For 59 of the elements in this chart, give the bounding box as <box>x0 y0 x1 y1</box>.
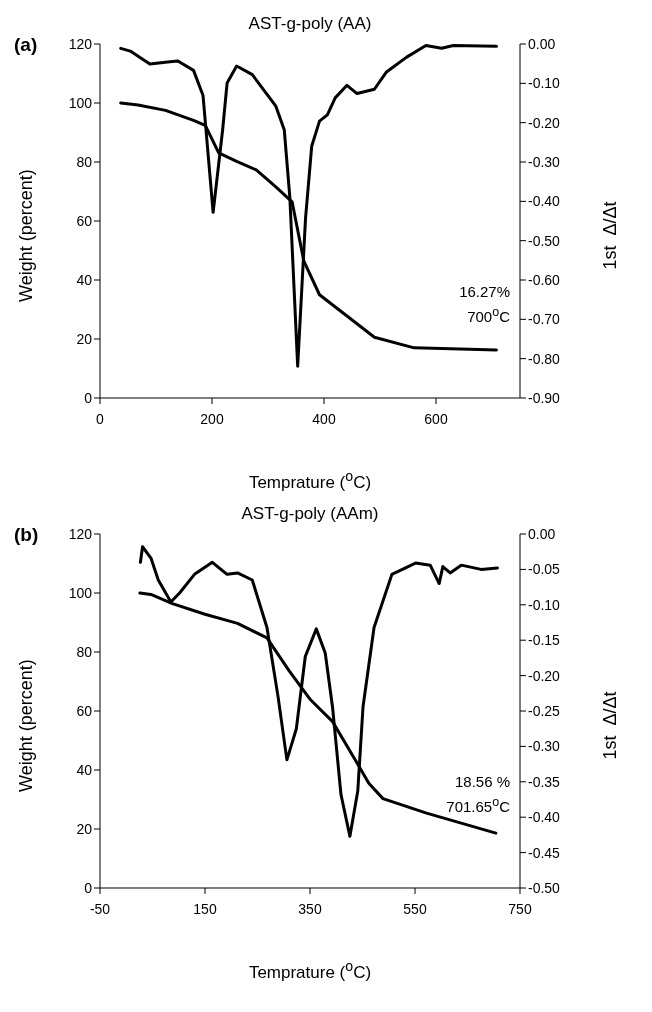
annotation: 16.27% <box>458 283 510 300</box>
x-tick-label: 0 <box>96 410 105 427</box>
y2-tick-label: 0.00 <box>528 525 556 542</box>
y-tick-label: 120 <box>68 35 93 52</box>
y2-tick-label: -0.40 <box>528 809 561 826</box>
y2-axis-title: 1st Δ/Δt <box>599 690 621 762</box>
x-tick-label: 550 <box>403 900 427 917</box>
y2-tick-label: -0.40 <box>528 193 561 210</box>
annotation: 701.65$^{o}$C <box>445 795 510 815</box>
x-axis-title: Temprature ($^{o}$C) <box>247 468 373 493</box>
text: (b) <box>14 524 39 546</box>
x-tick-label: 750 <box>508 900 532 917</box>
y2-tick-label: -0.80 <box>528 350 561 367</box>
y-tick-label: 40 <box>76 761 93 778</box>
y-tick-label: 20 <box>76 820 93 837</box>
y2-tick-label: -0.45 <box>528 844 561 861</box>
annotation: 700$^{o}$C <box>466 305 510 325</box>
x-tick-label: 200 <box>200 410 224 427</box>
line-series <box>138 545 499 838</box>
x-tick-label: 350 <box>298 900 322 917</box>
chart-title: AST-g-poly (AAm) <box>240 504 380 524</box>
y-tick-label: 40 <box>76 271 93 288</box>
y2-tick-label: -0.70 <box>528 311 561 328</box>
text: (a) <box>14 34 38 56</box>
y2-tick-label: -0.60 <box>528 271 561 288</box>
y2-tick-label: 0.00 <box>528 35 556 52</box>
x-tick-label: 150 <box>193 900 217 917</box>
y2-tick-label: -0.50 <box>528 232 561 249</box>
y-tick-label: 20 <box>76 330 93 347</box>
y-tick-label: 0 <box>84 389 93 406</box>
x-tick-label: 600 <box>424 410 448 427</box>
y2-tick-label: -0.10 <box>528 75 561 92</box>
y2-tick-label: -0.50 <box>528 879 561 896</box>
x-tick-label: -50 <box>89 900 111 917</box>
annotation: 18.56 % <box>453 773 510 790</box>
y2-tick-label: -0.20 <box>528 667 561 684</box>
y-tick-label: 100 <box>68 584 93 601</box>
y-axis-title: Weight (percent) <box>15 168 37 304</box>
y-tick-label: 120 <box>68 525 93 542</box>
x-tick-label: 400 <box>312 410 336 427</box>
y-tick-label: 80 <box>76 153 93 170</box>
y2-tick-label: -0.25 <box>528 702 561 719</box>
y-tick-label: 0 <box>84 879 93 896</box>
y2-tick-label: -0.20 <box>528 114 561 131</box>
y-tick-label: 80 <box>76 643 93 660</box>
y2-tick-label: -0.35 <box>528 773 561 790</box>
y2-axis-title: 1st Δ/Δt <box>599 200 621 272</box>
y-tick-label: 100 <box>68 94 93 111</box>
y-tick-label: 60 <box>76 702 93 719</box>
x-axis-title: Temprature ($^{o}$C) <box>247 958 373 983</box>
y2-tick-label: -0.30 <box>528 738 561 755</box>
y2-tick-label: -0.15 <box>528 632 561 649</box>
y2-tick-label: -0.10 <box>528 596 561 613</box>
y-tick-label: 60 <box>76 212 93 229</box>
y2-tick-label: -0.30 <box>528 153 561 170</box>
y-axis-title: Weight (percent) <box>15 658 37 794</box>
chart-title: AST-g-poly (AA) <box>247 14 373 34</box>
y2-tick-label: -0.05 <box>528 561 561 578</box>
y2-tick-label: -0.90 <box>528 389 561 406</box>
